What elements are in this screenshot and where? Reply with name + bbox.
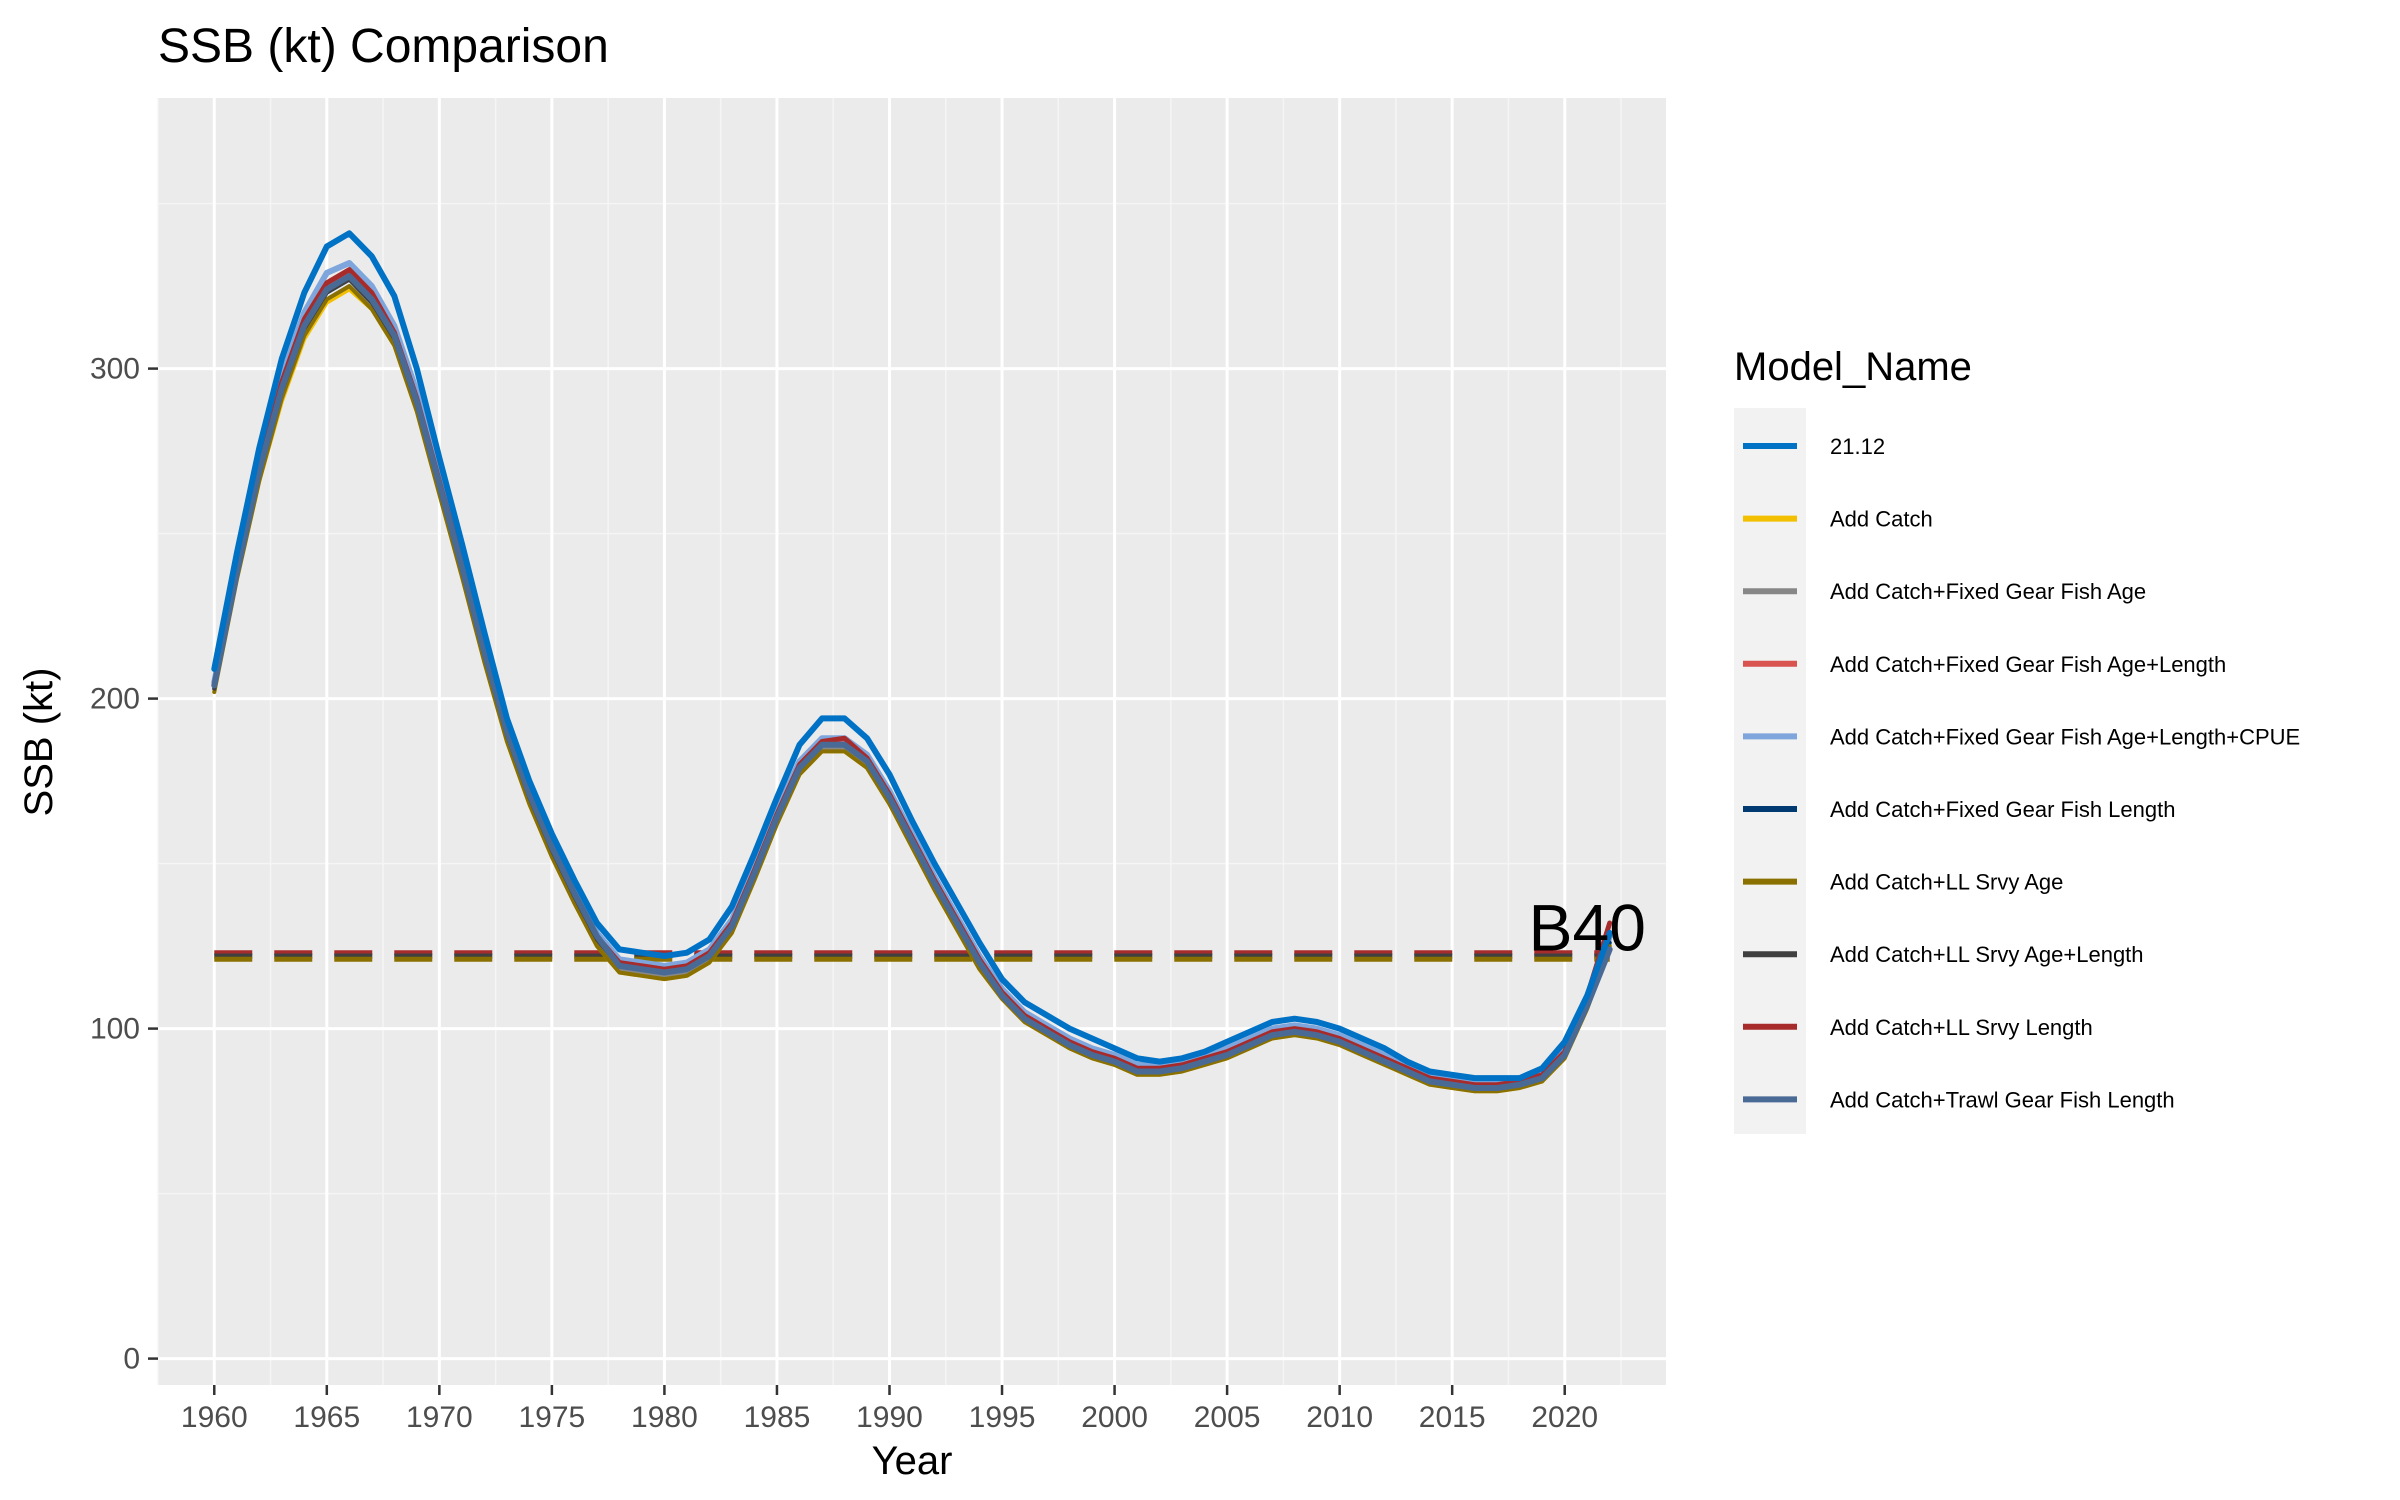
x-tick-label: 1970 (406, 1401, 473, 1434)
legend-label: Add Catch+Trawl Gear Fish Length (1830, 1087, 2175, 1112)
x-tick-label: 1985 (744, 1401, 811, 1434)
x-axis: 1960 1965 1970 1975 1980 1985 1990 1995 2000 2005… (181, 1385, 1598, 1434)
x-tick-label: 1975 (519, 1401, 586, 1434)
legend-label: Add Catch+LL Srvy Length (1830, 1015, 2093, 1040)
legend-label: Add Catch+Fixed Gear Fish Age (1830, 579, 2146, 604)
legend-key-background (1734, 408, 1806, 1134)
b40-annotation: B40 (1529, 890, 1646, 964)
legend-label: Add Catch+LL Srvy Age+Length (1830, 942, 2144, 967)
x-tick-label: 1990 (856, 1401, 923, 1434)
minor-gridlines (157, 98, 1666, 1385)
legend-label: Add Catch+LL Srvy Age (1830, 870, 2063, 895)
x-tick-label: 2005 (1194, 1401, 1261, 1434)
x-tick-label: 2000 (1081, 1401, 1148, 1434)
legend-label: Add Catch+Fixed Gear Fish Age+Length+CPU… (1830, 724, 2300, 749)
y-axis: 0 100 200 300 (90, 353, 158, 1376)
series-lines (211, 230, 1613, 1094)
series-line-add-catch-trawl-gear-fish-length (211, 273, 1613, 1091)
legend: Model_Name 21.12 Add Catch Add Catch+Fixed… (1734, 345, 2300, 1134)
x-axis-title: Year (872, 1439, 953, 1483)
y-tick-label: 300 (90, 353, 140, 386)
series-line-21-12 (211, 230, 1613, 1082)
b40-reference-lines (214, 950, 1610, 962)
legend-label: Add Catch+Fixed Gear Fish Length (1830, 797, 2175, 822)
y-tick-label: 0 (123, 1343, 140, 1376)
x-tick-label: 2010 (1306, 1401, 1373, 1434)
major-gridlines (158, 98, 1666, 1385)
legend-title: Model_Name (1734, 345, 1972, 389)
x-tick-label: 1995 (969, 1401, 1036, 1434)
chart-title: SSB (kt) Comparison (158, 20, 609, 73)
legend-label: Add Catch (1830, 507, 1933, 532)
y-tick-label: 100 (90, 1013, 140, 1046)
x-tick-label: 1960 (181, 1401, 248, 1434)
x-tick-label: 1965 (293, 1401, 360, 1434)
y-tick-label: 200 (90, 683, 140, 716)
y-axis-title: SSB (kt) (17, 668, 61, 817)
legend-label: Add Catch+Fixed Gear Fish Age+Length (1830, 652, 2226, 677)
x-tick-label: 1980 (631, 1401, 698, 1434)
x-tick-label: 2015 (1419, 1401, 1486, 1434)
plot-panel (158, 98, 1666, 1385)
x-tick-label: 2020 (1531, 1401, 1598, 1434)
legend-label: 21.12 (1830, 434, 1885, 459)
